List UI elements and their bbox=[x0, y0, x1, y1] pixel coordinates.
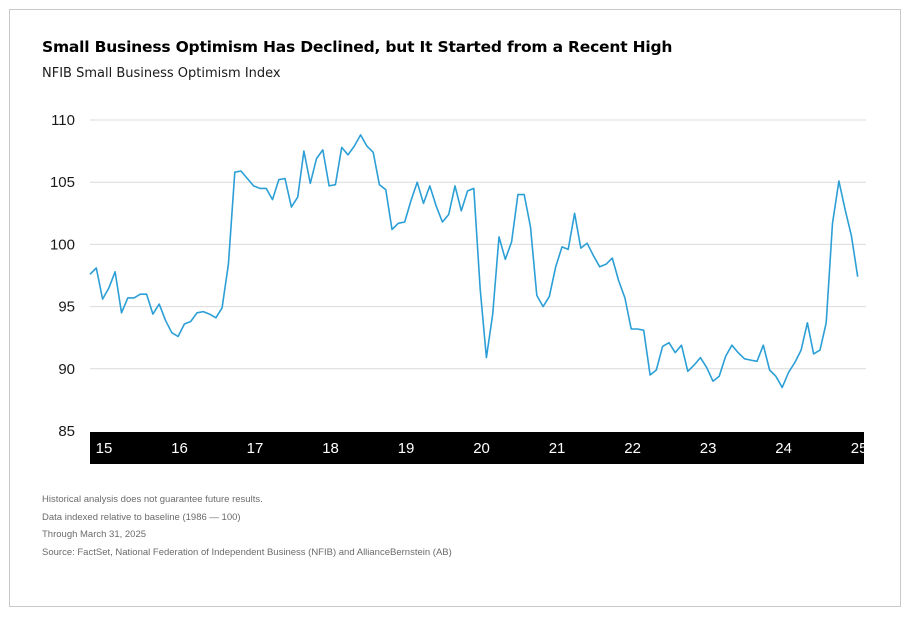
x-tick-label: 21 bbox=[549, 440, 566, 457]
y-tick-label: 105 bbox=[50, 174, 75, 191]
x-tick-label: 20 bbox=[473, 440, 490, 457]
x-tick-label: 17 bbox=[247, 440, 264, 457]
x-axis-band bbox=[90, 432, 864, 464]
x-tick-label: 24 bbox=[775, 440, 792, 457]
footnote-date: Through March 31, 2025 bbox=[42, 529, 147, 540]
x-tick-label: 22 bbox=[624, 440, 641, 457]
y-tick-label: 110 bbox=[51, 112, 75, 129]
chart-subtitle: NFIB Small Business Optimism Index bbox=[42, 66, 281, 81]
x-tick-label: 18 bbox=[322, 440, 339, 457]
x-tick-label: 16 bbox=[171, 440, 188, 457]
series-line-0 bbox=[89, 134, 859, 389]
y-axis-tick-labels: 110 105 100 95 90 85 bbox=[50, 112, 75, 440]
series-group bbox=[89, 134, 859, 389]
y-tick-label: 95 bbox=[58, 299, 75, 316]
x-axis-tick-labels: 15 16 17 18 19 20 21 22 23 24 25 bbox=[96, 440, 868, 457]
footnote-disclaimer: Historical analysis does not guarantee f… bbox=[42, 494, 263, 505]
footnotes: Historical analysis does not guarantee f… bbox=[42, 491, 452, 561]
x-tick-label: 15 bbox=[96, 440, 113, 457]
chart-title: Small Business Optimism Has Declined, bu… bbox=[42, 38, 673, 56]
y-tick-label: 85 bbox=[58, 423, 75, 440]
footnote-source: Source: FactSet, National Federation of … bbox=[42, 546, 452, 558]
x-tick-label: 19 bbox=[398, 440, 415, 457]
x-tick-label: 25 bbox=[851, 440, 868, 457]
y-tick-label: 100 bbox=[50, 236, 75, 253]
footnote-baseline: Data indexed relative to baseline (1986 … bbox=[42, 511, 241, 523]
x-tick-label: 23 bbox=[700, 440, 717, 457]
y-tick-label: 90 bbox=[58, 361, 75, 378]
